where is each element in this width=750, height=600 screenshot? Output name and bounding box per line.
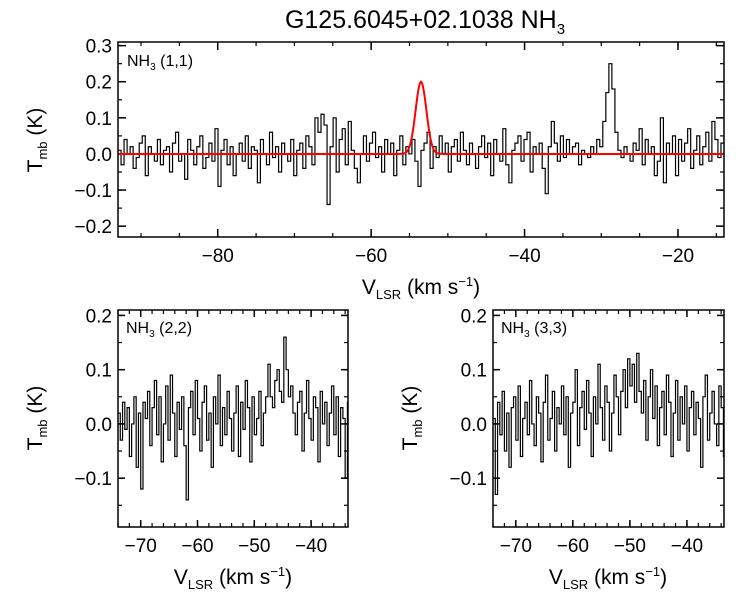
y-tick-labels: −0.1 0.0 0.1 0.2 <box>74 306 112 490</box>
y-tick-label: −0.1 <box>449 469 487 490</box>
y-tick-label: 0.2 <box>86 73 112 94</box>
x-tick-label: −40 <box>295 536 327 557</box>
y-axis-label-tail: (K) <box>24 386 47 420</box>
panel-label-sub: 3 <box>150 62 156 73</box>
x-axis-label: VLSR (km s−1) <box>362 274 480 302</box>
figure-title: G125.6045+02.1038 NH3 <box>285 6 565 38</box>
x-tick-label: −70 <box>125 536 157 557</box>
panel-label-main: NH <box>126 320 149 337</box>
x-tick-label: −60 <box>355 246 387 267</box>
panel-label: NH3 (1,1) <box>127 53 193 73</box>
x-axis-label-close: ) <box>285 566 292 589</box>
y-tick-label: 0.1 <box>86 361 112 382</box>
x-axis-label-main: V <box>549 566 563 589</box>
x-tick-label: −60 <box>181 536 213 557</box>
panel-label: NH3 (3,3) <box>501 320 567 340</box>
figure-title-main: G125.6045+02.1038 NH <box>285 6 557 34</box>
y-tick-label: 0.3 <box>86 37 112 58</box>
x-axis-label-sub: LSR <box>563 577 588 592</box>
x-axis-label-sub: LSR <box>188 577 213 592</box>
x-axis-label: VLSR (km s−1) <box>174 564 292 592</box>
x-axis-label-tail: (km s <box>401 276 458 299</box>
y-axis-label-tail: (K) <box>24 108 47 142</box>
y-axis-label-sub: mb <box>35 141 50 159</box>
panel-label-main: NH <box>501 320 524 337</box>
y-tick-labels: −0.1 0.0 0.1 0.2 <box>449 306 487 490</box>
axis-ticks <box>118 42 724 237</box>
y-tick-label: 0.1 <box>86 109 112 130</box>
x-axis-label-close: ) <box>473 276 480 299</box>
y-tick-label: 0.0 <box>86 145 112 166</box>
y-tick-labels: −0.2 −0.1 0.0 0.1 0.2 0.3 <box>74 37 112 239</box>
y-tick-label: −0.1 <box>74 181 112 202</box>
spectrum-line <box>118 336 348 501</box>
x-tick-labels: −70 −60 −50 −40 <box>500 536 703 557</box>
spectrum-marks <box>118 63 724 206</box>
y-tick-label: −0.1 <box>74 469 112 490</box>
y-axis-label: Tmb (K) <box>399 386 425 451</box>
y-tick-label: 0.0 <box>86 415 112 436</box>
x-tick-label: −50 <box>238 536 270 557</box>
y-tick-label: 0.2 <box>86 306 112 327</box>
panel-nh3-22: −70 −60 −50 −40 −0.1 0.0 0.1 0.2 NH3 (2,2) VLS… <box>24 306 349 592</box>
y-tick-label: −0.2 <box>74 217 112 238</box>
x-tick-label: −20 <box>662 246 694 267</box>
spectrum-line <box>118 63 724 206</box>
panel-label-tail: (3,3) <box>530 320 567 337</box>
x-axis-label: VLSR (km s−1) <box>549 564 667 592</box>
spectrum-marks <box>493 352 724 496</box>
x-tick-label: −40 <box>508 246 540 267</box>
plot-frame <box>117 309 349 528</box>
y-axis-label-sub: mb <box>410 419 425 437</box>
panel-label-sub: 3 <box>149 329 155 340</box>
panel-nh3-33: −70 −60 −50 −40 −0.1 0.0 0.1 0.2 NH3 (3,3) VLS… <box>399 306 725 592</box>
plot-frame <box>492 309 725 528</box>
panel-label-tail: (1,1) <box>156 53 193 70</box>
y-axis-label-sub: mb <box>35 419 50 437</box>
y-axis-label: Tmb (K) <box>24 108 50 173</box>
x-tick-labels: −80 −60 −40 −20 <box>202 246 694 267</box>
x-axis-label-sub: LSR <box>376 287 401 302</box>
panel-label: NH3 (2,2) <box>126 320 192 340</box>
x-tick-label: −40 <box>671 536 703 557</box>
spectrum-line <box>493 352 724 496</box>
x-axis-label-tail: (km s <box>213 566 270 589</box>
x-axis-label-sup: −1 <box>270 564 285 579</box>
spectrum-marks <box>118 336 348 501</box>
y-axis-label-main: T <box>24 159 47 172</box>
x-axis-label-close: ) <box>660 566 667 589</box>
y-tick-label: 0.0 <box>461 415 487 436</box>
figure-title-sub: 3 <box>557 21 565 38</box>
y-axis-label: Tmb (K) <box>24 386 50 451</box>
y-axis-label-tail: (K) <box>399 386 422 420</box>
x-axis-label-sup: −1 <box>645 564 660 579</box>
x-axis-label-sup: −1 <box>458 274 473 289</box>
panel-label-tail: (2,2) <box>155 320 192 337</box>
x-axis-label-main: V <box>362 276 376 299</box>
x-axis-label-main: V <box>174 566 188 589</box>
plot-frame <box>117 41 725 238</box>
y-axis-label-main: T <box>399 437 422 450</box>
gaussian-fit-line <box>118 80 724 155</box>
panel-label-sub: 3 <box>524 329 530 340</box>
y-tick-label: 0.2 <box>461 306 487 327</box>
x-tick-label: −60 <box>557 536 589 557</box>
panel-label-main: NH <box>127 53 150 70</box>
y-axis-label-main: T <box>24 437 47 450</box>
x-tick-label: −70 <box>500 536 532 557</box>
y-tick-label: 0.1 <box>461 361 487 382</box>
x-tick-label: −80 <box>202 246 234 267</box>
x-axis-label-tail: (km s <box>588 566 645 589</box>
panel-nh3-11: −80 −60 −40 −20 −0.2 −0.1 0.0 0.1 0.2 0.3 NH3 (1… <box>24 37 725 302</box>
x-tick-labels: −70 −60 −50 −40 <box>125 536 328 557</box>
x-tick-label: −50 <box>614 536 646 557</box>
